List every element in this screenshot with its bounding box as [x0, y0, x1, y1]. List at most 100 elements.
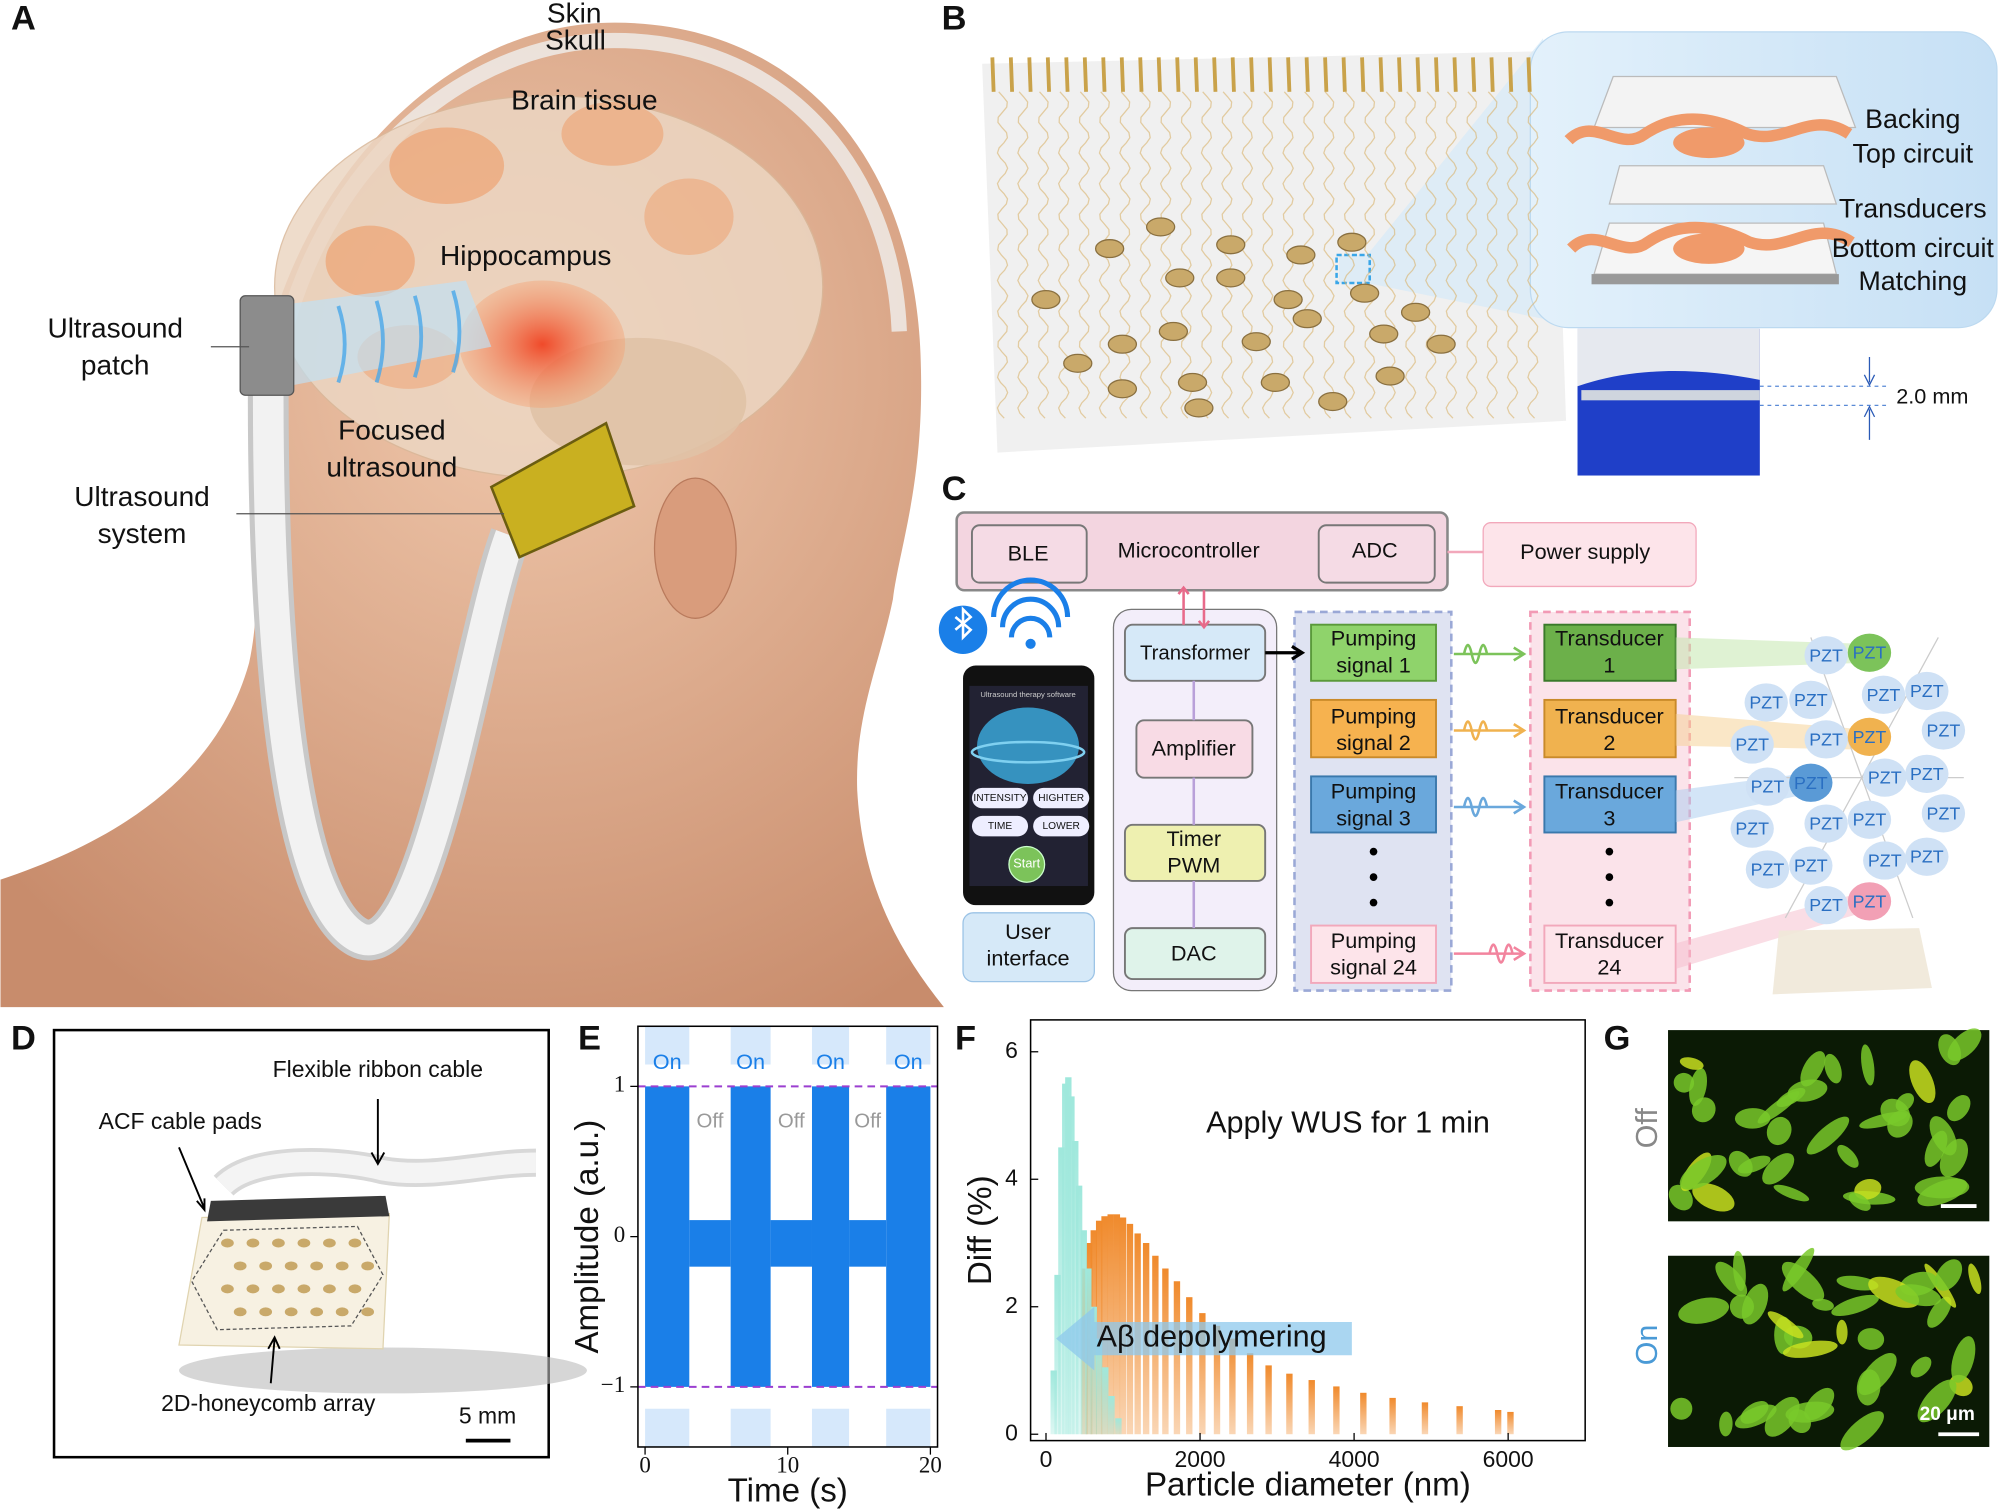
disc [221, 1238, 234, 1248]
cell [1673, 1072, 1695, 1093]
panel-label: C [942, 470, 967, 508]
transducer-disc [1216, 268, 1246, 288]
x-tick-label: 20 [919, 1453, 942, 1478]
trace [1341, 57, 1347, 92]
disc [361, 1261, 375, 1271]
bar [1246, 1353, 1254, 1435]
pzt-label: PZT [1867, 685, 1901, 705]
transducer-disc [1337, 232, 1367, 252]
pzt-element [1847, 882, 1892, 921]
trace [1489, 57, 1495, 92]
transducer-disc [1165, 268, 1195, 288]
trace [1304, 57, 1310, 92]
pzt-element [1861, 675, 1906, 714]
trace [1156, 57, 1162, 92]
pzt-label: PZT [1794, 773, 1828, 793]
pzt-label: PZT [1735, 819, 1769, 839]
label: 5 mm [459, 1403, 516, 1429]
box-label: Transformer [1140, 642, 1250, 664]
bar [1333, 1386, 1340, 1435]
cell [1734, 1404, 1777, 1429]
trace [1200, 91, 1213, 419]
pzt-element [1730, 725, 1774, 764]
disc [246, 1284, 260, 1294]
cell [1782, 1340, 1838, 1358]
disc [272, 1284, 285, 1294]
on-shade [811, 1026, 850, 1065]
trace [1471, 57, 1477, 92]
disc [310, 1307, 324, 1317]
x-tick-label: 6000 [1483, 1446, 1534, 1472]
system-diagram [938, 511, 1966, 995]
y-tick-label: 0 [1005, 1419, 1018, 1445]
trace [1045, 57, 1051, 92]
bar [1360, 1392, 1367, 1435]
box-label: Transducer [1555, 626, 1664, 651]
trace [1323, 57, 1329, 92]
box-label: Transducer [1555, 928, 1664, 953]
pzt-element [1804, 636, 1848, 675]
transducer-disc [1241, 332, 1271, 352]
label: Ultrasound [47, 313, 183, 344]
trace [1064, 57, 1070, 92]
box-label: 3 [1603, 805, 1615, 830]
pzt-label: PZT [1809, 895, 1843, 915]
bar [1389, 1397, 1396, 1435]
trace [1017, 91, 1029, 419]
label: ACF cable pads [99, 1108, 262, 1134]
transducer-disc [1184, 398, 1214, 418]
box-label: Microcontroller [1118, 538, 1260, 563]
pzt-element [1847, 633, 1892, 672]
state-label: Off [778, 1110, 805, 1132]
cell [1782, 1247, 1815, 1292]
trace [1221, 91, 1233, 419]
label: 2D-honeycomb array [161, 1390, 376, 1416]
bar [1186, 1297, 1193, 1435]
disc [348, 1284, 362, 1294]
label: patch [81, 350, 150, 381]
transducer-disc [1063, 353, 1093, 373]
label: ultrasound [326, 452, 457, 483]
cell [1910, 1356, 1932, 1378]
signal-band [849, 1220, 887, 1267]
cell [1741, 1283, 1769, 1325]
pzt-label: PZT [1853, 727, 1887, 747]
x-axis-label: Time (s) [728, 1473, 848, 1510]
signal-band [689, 1220, 731, 1267]
pzt-label: PZT [1794, 690, 1828, 710]
transducer-disc [1318, 392, 1348, 412]
trace [1452, 57, 1458, 92]
pzt-element [1744, 683, 1788, 722]
transducer-disc [1260, 372, 1291, 393]
cell [1679, 1155, 1727, 1190]
signal-band [811, 1086, 850, 1387]
cell [1668, 1184, 1693, 1211]
trace [1465, 91, 1478, 419]
box-label: 1 [1603, 652, 1615, 677]
trace [1527, 91, 1539, 419]
signal-band [645, 1086, 690, 1387]
trace [1286, 57, 1292, 92]
disc [348, 1238, 362, 1248]
disc [259, 1261, 273, 1271]
layer-label: Matching [1859, 266, 1968, 296]
cell [1861, 1044, 1875, 1086]
cell [1762, 1153, 1795, 1185]
cell [1895, 1093, 1915, 1112]
layer-label: Top circuit [1853, 139, 1974, 169]
on-shade [730, 1026, 771, 1065]
label: Focused [338, 415, 446, 446]
y-tick-label: 2 [1005, 1292, 1018, 1318]
pzt-element [1921, 794, 1966, 833]
pzt-label: PZT [1809, 729, 1843, 749]
pzt-label: PZT [1751, 777, 1785, 797]
pzt-label: PZT [1853, 643, 1887, 663]
disc [323, 1284, 336, 1294]
pzt-element [1804, 886, 1848, 925]
bar [1075, 1185, 1083, 1435]
signal-band [730, 1086, 771, 1387]
disc [335, 1261, 349, 1271]
pzt-label: PZT [1809, 645, 1843, 665]
signal-band [770, 1220, 812, 1267]
